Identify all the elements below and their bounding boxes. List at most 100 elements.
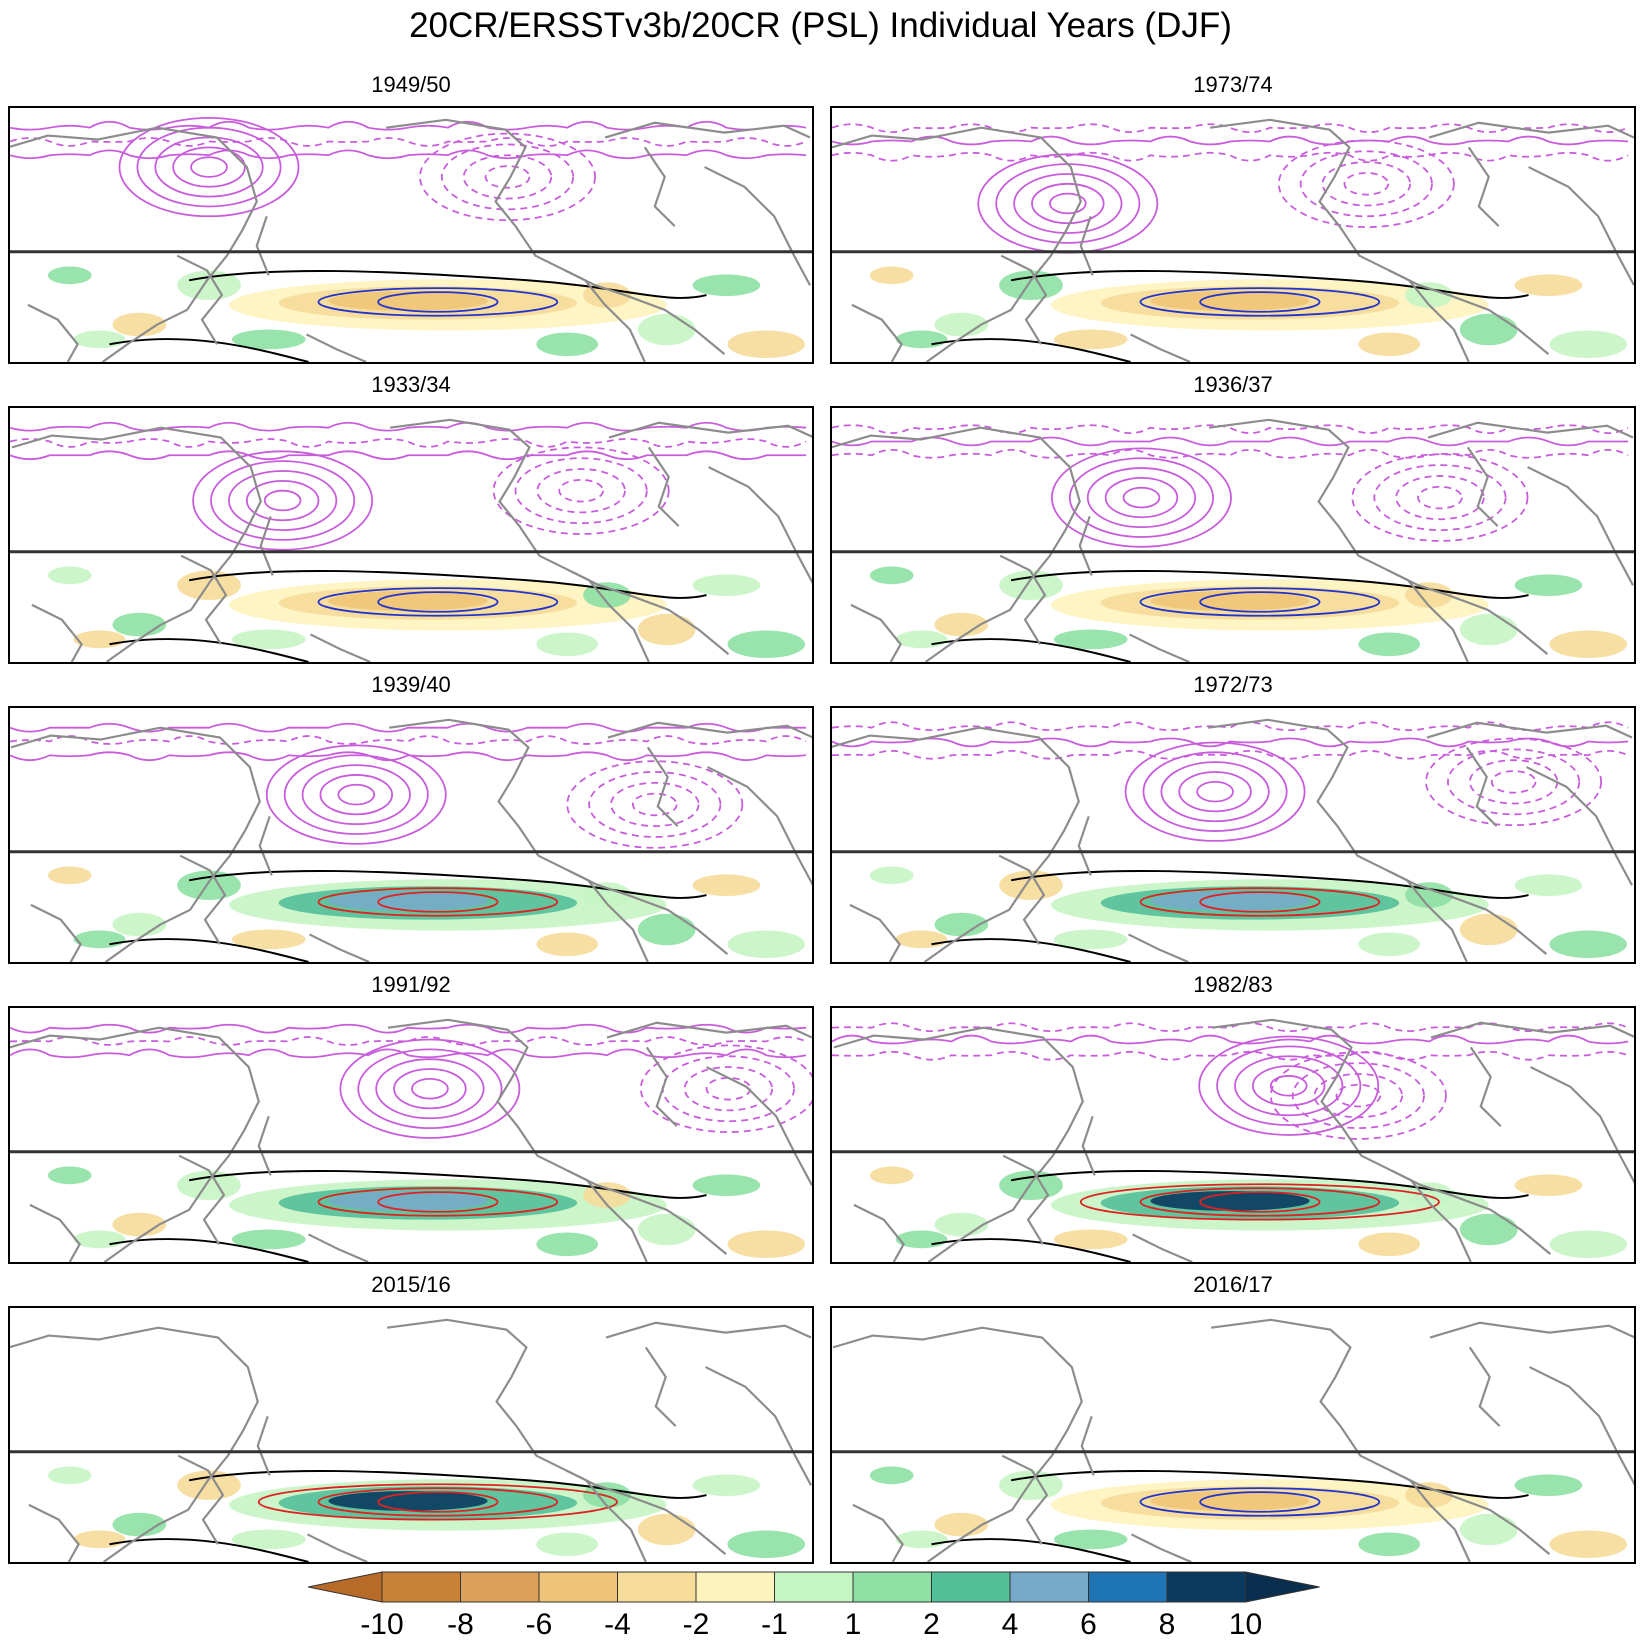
coastline-segment [1529,1366,1634,1486]
colorbar-tick-label: -8 [447,1608,474,1641]
psl-contours [10,722,807,849]
coastline-segment [179,854,227,945]
psl-contour-positive [301,764,411,826]
coastline-segment [1132,1233,1193,1262]
psl-contour-positive [210,460,356,541]
sst-patch [177,1470,241,1500]
zero-contour [931,638,1131,662]
sst-anomaly-field [47,866,806,962]
psl-contour-negative [661,1055,795,1123]
coastline-segment [707,766,812,886]
psl-contours [832,123,1629,254]
sst-patch [112,1512,167,1537]
psl-contour-negative [705,1077,752,1101]
sst-patch [869,866,914,885]
map-panel [830,1306,1636,1564]
sst-contour-negative [1199,591,1321,613]
coastline-segment [1466,446,1499,527]
sst-tongue-core [1150,291,1310,311]
sst-patch [112,1212,167,1237]
sst-patch [112,312,167,337]
zero-contour [188,570,707,599]
colorbar-tick-label: -1 [761,1608,788,1641]
sst-patch [1459,1513,1518,1546]
psl-contour-negative [558,478,604,503]
psl-contour-positive [1142,751,1288,832]
panel-title: 1949/50 [371,72,451,97]
sst-patch [637,1213,696,1246]
sst-patch [934,612,989,637]
psl-contour-zonal [10,1036,807,1046]
sst-patch [177,270,241,300]
psl-contour-positive [1049,192,1087,215]
zero-contour [1010,870,1529,899]
coastline-segment [1530,1066,1634,1184]
sst-contour-positive [257,1483,618,1521]
colorbar-segment [460,1571,540,1603]
coastline-segment [708,466,812,584]
psl-contour-negative [1277,139,1455,229]
panel-title: 2015/16 [371,1272,451,1297]
sst-contour-negative [317,287,559,317]
colorbar-tick-label: 6 [1080,1608,1097,1641]
psl-contour-zonal [832,151,1629,162]
colorbar-tick-label: 1 [844,1608,862,1641]
sst-anomaly-field [47,1466,806,1562]
sst-patch [231,1229,306,1250]
zero-contour [1010,1170,1529,1199]
psl-contours [10,1023,812,1139]
colorbar-low-triangle [308,1571,383,1603]
psl-contour-positive [1252,1065,1326,1107]
sst-tongue-core [328,891,488,911]
psl-contour-positive [263,489,302,512]
coastline-segment [1207,718,1468,962]
psl-contour-positive [1269,1075,1308,1097]
sst-tongue-core [328,591,488,611]
sst-contour-positive [377,891,499,913]
sst-patch [1549,1230,1628,1259]
coastline-segment [10,126,258,362]
psl-contour-negative [1490,770,1537,794]
coastlines [10,118,811,362]
sst-contour-positive [317,1187,559,1217]
coastline-segment [1210,1318,1471,1562]
coastline-segment [604,121,811,139]
coastline-segment [1429,1321,1634,1339]
sst-patch [934,312,989,337]
colorbar-tick-label: -6 [525,1608,553,1641]
coastline-segment [310,633,371,662]
sst-contour-positive [1079,1183,1440,1221]
coastline-segment [1389,1469,1551,1555]
coastline-segment [704,166,811,286]
sst-patch [1459,1213,1518,1246]
sst-anomaly-field [869,1466,1628,1562]
coastline-segment [644,1346,677,1427]
sst-patch [692,1174,761,1197]
sst-patch [536,1232,599,1257]
sst-anomaly-field [47,1166,806,1262]
psl-contour-negative [1447,748,1581,816]
psl-contour-negative [1321,161,1412,207]
coastline-segment [1001,1454,1049,1545]
map-panel [8,706,814,964]
sst-patch [637,313,696,346]
sst-patch [73,1230,126,1249]
psl-contour-zonal [832,1034,1629,1045]
map-panel [8,1306,814,1564]
sst-patch [1549,930,1628,959]
coastline-segment [1427,421,1634,439]
coastline-segment [1002,1154,1050,1245]
coastline-segment [646,746,679,827]
sst-patch [73,930,126,949]
map-svg [10,1318,812,1562]
coastline-segment [607,721,812,739]
coastline-segment [1078,515,1093,576]
sst-patch [536,632,599,657]
sst-patch [47,266,92,285]
coastline-segment [306,333,367,362]
psl-contour-positive [190,156,228,178]
coastline-segment [1211,1018,1472,1262]
sst-contour-negative [377,591,499,613]
psl-contour-negative [492,446,670,535]
sst-contour-positive [317,887,559,917]
